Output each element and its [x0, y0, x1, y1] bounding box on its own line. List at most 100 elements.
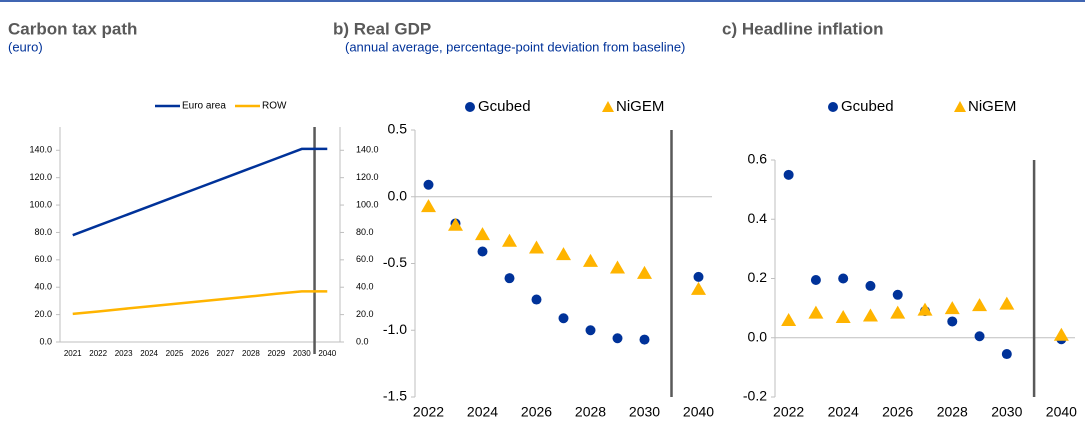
y2-tick-label: 80.0: [356, 227, 374, 237]
y2-tick-label: 0.0: [356, 336, 369, 346]
x-tick-label: 2024: [828, 404, 859, 420]
data-point: [999, 296, 1015, 310]
legend-label: NiGEM: [968, 98, 1016, 115]
data-point: [972, 298, 988, 312]
x-tick-label: 2030: [991, 404, 1022, 420]
x-tick-label: 2024: [467, 404, 498, 420]
x-tick-label: 2030: [629, 404, 660, 420]
y2-tick-label: 120.0: [356, 172, 379, 182]
data-point: [612, 333, 623, 344]
x-tick-label: 2028: [937, 404, 968, 420]
data-point: [639, 334, 650, 345]
y-tick-label: 0.0: [388, 187, 408, 203]
legend-label: Euro area: [182, 101, 226, 112]
legend-label: ROW: [262, 101, 287, 112]
y-tick-label: 20.0: [34, 309, 52, 319]
data-point: [944, 301, 960, 315]
x-tick-label: 2021: [64, 349, 82, 358]
y-tick-label: 0.0: [39, 336, 52, 346]
y-tick-label: 0.4: [748, 210, 768, 226]
y2-tick-label: 20.0: [356, 309, 374, 319]
data-point: [1001, 349, 1012, 360]
legend-label: NiGEM: [616, 98, 664, 115]
data-point: [691, 281, 706, 295]
legend-label: Gcubed: [841, 98, 894, 115]
x-tick-label: 2028: [575, 404, 606, 420]
x-tick-label: 2040: [318, 349, 336, 358]
y-tick-label: -0.5: [383, 254, 407, 270]
x-tick-label: 2022: [89, 349, 107, 358]
x-tick-label: 2024: [140, 349, 158, 358]
data-point: [504, 273, 515, 284]
y-tick-label: -1.5: [383, 388, 407, 404]
data-point: [781, 312, 797, 326]
data-point: [421, 199, 436, 213]
data-point: [838, 273, 849, 284]
y-tick-label: 100.0: [29, 199, 52, 209]
x-tick-label: 2023: [115, 349, 133, 358]
series-line: [72, 147, 328, 237]
data-point: [974, 331, 985, 342]
x-tick-label: 2022: [773, 404, 804, 420]
x-tick-label: 2040: [683, 404, 714, 420]
legend-swatch: [602, 101, 614, 112]
x-tick-label: 2027: [217, 349, 235, 358]
series-line: [72, 290, 328, 316]
data-point: [477, 246, 488, 257]
legend-swatch: [465, 102, 475, 112]
data-point: [693, 271, 704, 282]
legend-swatch: [828, 102, 838, 112]
y-tick-label: 60.0: [34, 254, 52, 264]
y2-tick-label: 40.0: [356, 282, 374, 292]
y-tick-label: -1.0: [383, 321, 407, 337]
chart-title: b) Real GDP: [333, 19, 431, 38]
chart-title: c) Headline inflation: [722, 19, 884, 38]
x-tick-label: 2026: [882, 404, 913, 420]
y2-tick-label: 140.0: [356, 145, 379, 155]
data-point: [862, 308, 878, 322]
x-tick-label: 2026: [521, 404, 552, 420]
data-point: [583, 253, 598, 267]
x-tick-label: 2040: [1046, 404, 1077, 420]
data-point: [585, 325, 596, 336]
x-tick-label: 2028: [242, 349, 260, 358]
x-tick-label: 2030: [293, 349, 311, 358]
chart-title: Carbon tax path: [8, 19, 137, 38]
y-tick-label: 80.0: [34, 227, 52, 237]
y2-tick-label: 60.0: [356, 254, 374, 264]
data-point: [947, 316, 958, 327]
data-point: [917, 302, 933, 316]
data-point: [531, 294, 542, 305]
legend-label: Gcubed: [478, 98, 531, 115]
x-tick-label: 2026: [191, 349, 209, 358]
data-point: [558, 313, 569, 324]
data-point: [637, 265, 652, 279]
data-point: [556, 247, 571, 261]
data-point: [610, 260, 625, 274]
data-point: [529, 240, 544, 254]
data-point: [423, 179, 434, 190]
data-point: [808, 305, 824, 319]
data-point: [783, 169, 794, 180]
chart-subtitle: (euro): [8, 39, 43, 54]
data-point: [892, 289, 903, 300]
data-point: [448, 217, 463, 231]
y-tick-label: 0.5: [388, 121, 408, 137]
x-tick-label: 2025: [166, 349, 184, 358]
data-point: [810, 274, 821, 285]
legend-swatch: [954, 101, 966, 112]
y-tick-label: 0.0: [748, 328, 768, 344]
data-point: [475, 227, 490, 241]
x-tick-label: 2029: [267, 349, 285, 358]
y-tick-label: -0.2: [743, 388, 767, 404]
y-tick-label: 0.6: [748, 151, 768, 167]
x-tick-label: 2022: [413, 404, 444, 420]
data-point: [865, 280, 876, 291]
y-tick-label: 120.0: [29, 172, 52, 182]
y-tick-label: 40.0: [34, 282, 52, 292]
y-tick-label: 0.2: [748, 269, 768, 285]
chart-subtitle: (annual average, percentage-point deviat…: [345, 39, 685, 54]
y-tick-label: 140.0: [29, 145, 52, 155]
data-point: [835, 310, 851, 324]
